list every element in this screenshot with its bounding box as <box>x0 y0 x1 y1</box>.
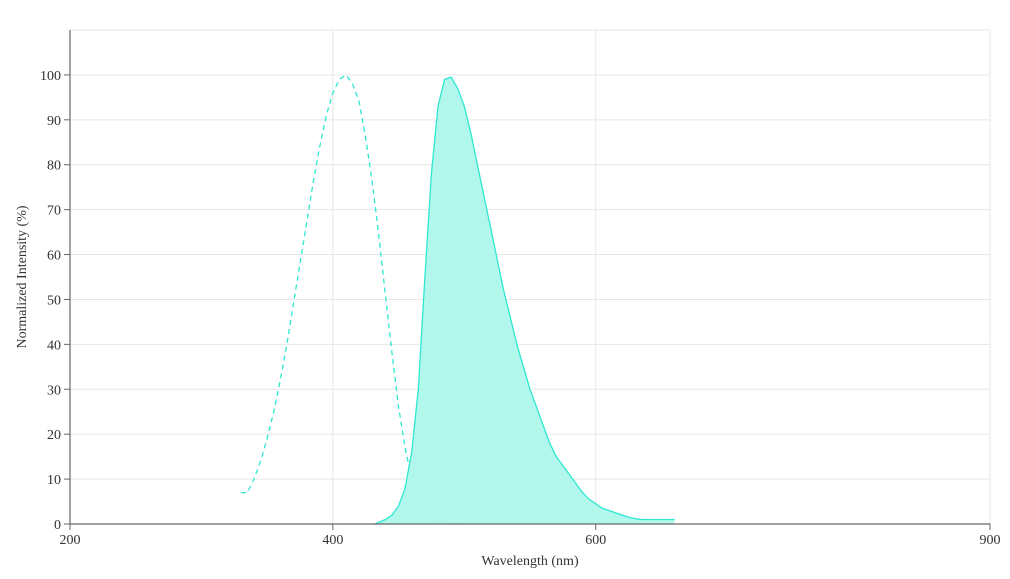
y-tick-label: 30 <box>47 383 61 398</box>
y-tick-label: 90 <box>47 114 61 129</box>
y-tick-label: 20 <box>47 428 61 443</box>
y-tick-label: 10 <box>47 473 61 488</box>
y-tick-label: 80 <box>47 159 61 174</box>
x-tick-label: 600 <box>585 533 606 548</box>
x-tick-label: 400 <box>322 533 343 548</box>
x-axis-label: Wavelength (nm) <box>481 554 579 569</box>
y-tick-label: 0 <box>54 518 61 533</box>
y-tick-label: 100 <box>40 69 61 84</box>
emission-line <box>374 76 675 525</box>
emission-area-fill <box>374 77 675 524</box>
y-tick-label: 50 <box>47 293 61 308</box>
series-layer <box>240 74 675 525</box>
y-tick-label: 40 <box>47 338 61 353</box>
x-tick-label: 900 <box>980 533 1001 548</box>
y-axis-label: Normalized Intensity (%) <box>15 205 30 348</box>
grid <box>69 29 991 525</box>
y-tick-label: 60 <box>47 249 61 264</box>
y-tick-label: 70 <box>47 204 61 219</box>
axes: 0 10 20 30 40 50 60 70 80 90 100 200 400 600 900 <box>40 30 1001 548</box>
x-tick-label: 200 <box>60 533 81 548</box>
